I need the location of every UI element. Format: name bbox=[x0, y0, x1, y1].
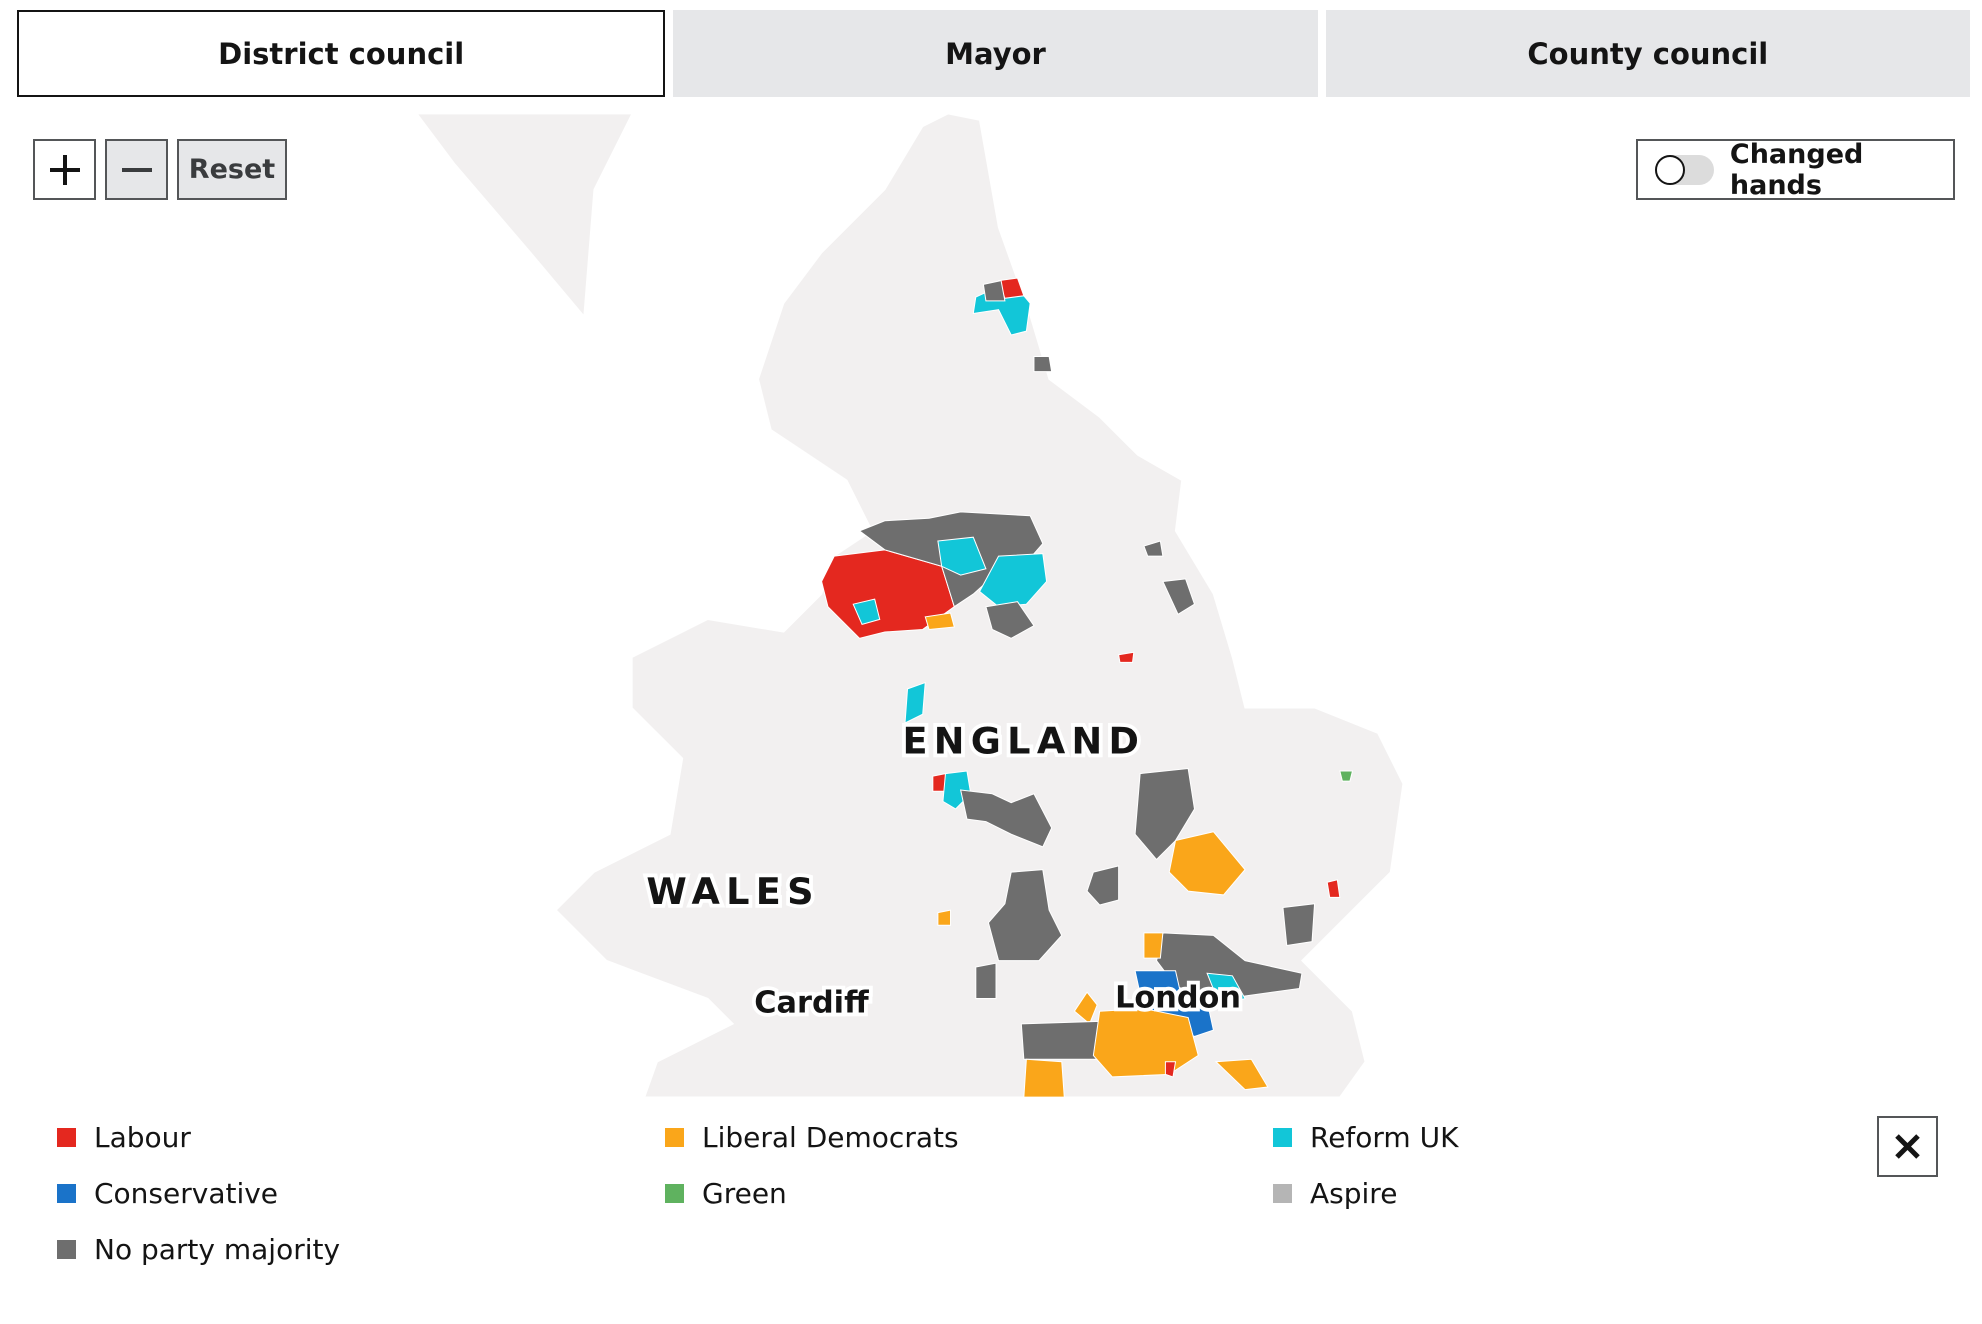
tab[interactable]: Mayor bbox=[673, 10, 1318, 97]
legend-item: Green bbox=[665, 1176, 1273, 1210]
legend-swatch bbox=[665, 1127, 684, 1147]
legend-item: Liberal Democrats bbox=[665, 1120, 1273, 1154]
map-label: London bbox=[1115, 980, 1241, 1015]
legend-item: No party majority bbox=[57, 1232, 665, 1266]
reset-button[interactable]: Reset bbox=[177, 139, 287, 200]
legend-label: Aspire bbox=[1310, 1176, 1398, 1210]
switch bbox=[1655, 154, 1714, 185]
tab[interactable]: County council bbox=[1325, 10, 1970, 97]
map-label: WALES bbox=[646, 870, 820, 913]
toggle-label: Changed hands bbox=[1729, 138, 1864, 201]
legend-swatch bbox=[57, 1127, 76, 1147]
tab[interactable]: District council bbox=[17, 10, 666, 97]
close-icon bbox=[1895, 1134, 1920, 1159]
legend-swatch bbox=[1273, 1183, 1292, 1203]
map-label: ENGLAND bbox=[902, 719, 1145, 762]
legend-swatch bbox=[665, 1183, 684, 1203]
landmass bbox=[555, 113, 1404, 1098]
legend-label: Green bbox=[702, 1176, 787, 1210]
map: ENGLAND WALES Cardiff London bbox=[415, 113, 1404, 1098]
close-legend-button[interactable] bbox=[1877, 1116, 1938, 1177]
map-label: Cardiff bbox=[754, 985, 869, 1020]
legend-item: Labour bbox=[57, 1120, 665, 1154]
legend-swatch bbox=[57, 1183, 76, 1203]
legend-item: Reform UK bbox=[1273, 1120, 1881, 1154]
legend-label: No party majority bbox=[94, 1232, 341, 1266]
legend-swatch bbox=[1273, 1127, 1292, 1147]
legend-label: Liberal Democrats bbox=[702, 1120, 959, 1154]
regions bbox=[821, 277, 1354, 1098]
legend-item: Aspire bbox=[1273, 1176, 1881, 1210]
legend-label: Reform UK bbox=[1310, 1120, 1459, 1154]
changed-hands-toggle[interactable]: Changed hands bbox=[1636, 138, 1955, 201]
minus-icon bbox=[121, 167, 152, 172]
plus-icon bbox=[49, 154, 80, 185]
legend-label: Labour bbox=[94, 1120, 191, 1154]
legend-label: Conservative bbox=[94, 1176, 279, 1210]
tab-bar: District council Mayor County council bbox=[17, 10, 1970, 97]
legend-item: Conservative bbox=[57, 1176, 665, 1210]
legend-swatch bbox=[57, 1239, 76, 1259]
switch-knob bbox=[1655, 154, 1685, 185]
legend: Labour Liberal Democrats Reform UK Conserva… bbox=[57, 1120, 1877, 1266]
zoom-in-button[interactable] bbox=[33, 139, 96, 200]
zoom-out-button[interactable] bbox=[105, 139, 168, 200]
landmass bbox=[415, 113, 634, 318]
